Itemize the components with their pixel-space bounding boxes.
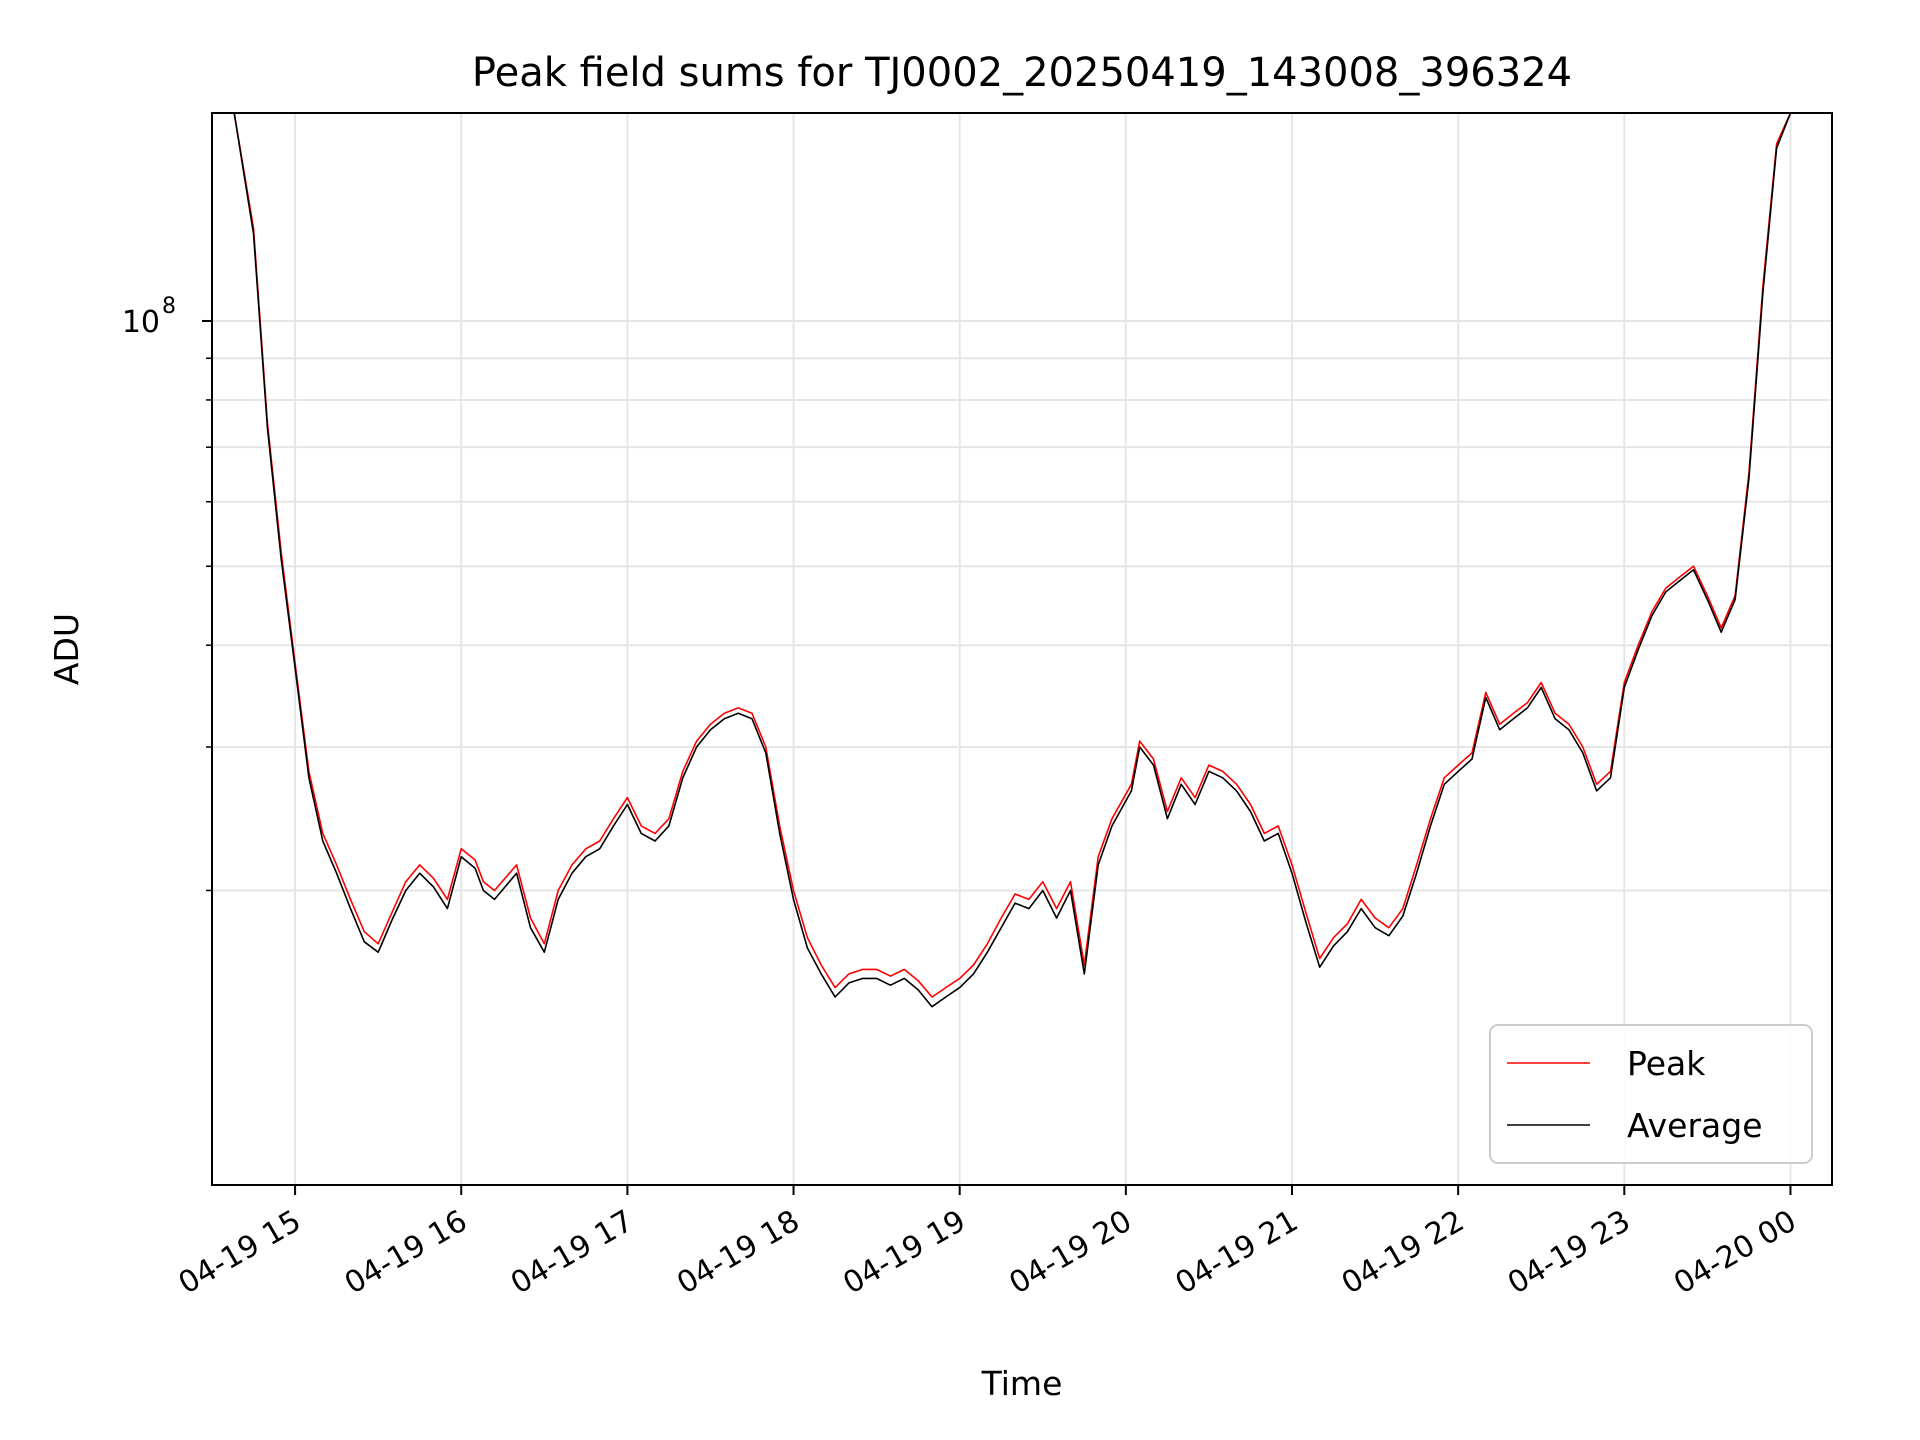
legend-label-average: Average (1627, 1106, 1763, 1145)
chart-title: Peak field sums for TJ0002_20250419_1430… (472, 50, 1572, 96)
series-line-average (233, 113, 1827, 1008)
legend: Peak Average (1489, 1024, 1813, 1164)
plot-frame (211, 112, 1833, 1186)
y-axis-label: ADU (47, 613, 86, 685)
series-line-peak (233, 113, 1827, 998)
series-layer (233, 113, 1827, 1008)
x-axis-label: Time (981, 1364, 1063, 1403)
y-tick-label: 10 (122, 305, 160, 340)
legend-label-peak: Peak (1627, 1044, 1706, 1083)
y-tick-label-exponent: 8 (162, 294, 176, 319)
legend-box (1489, 1024, 1813, 1164)
grid (212, 113, 1832, 1185)
